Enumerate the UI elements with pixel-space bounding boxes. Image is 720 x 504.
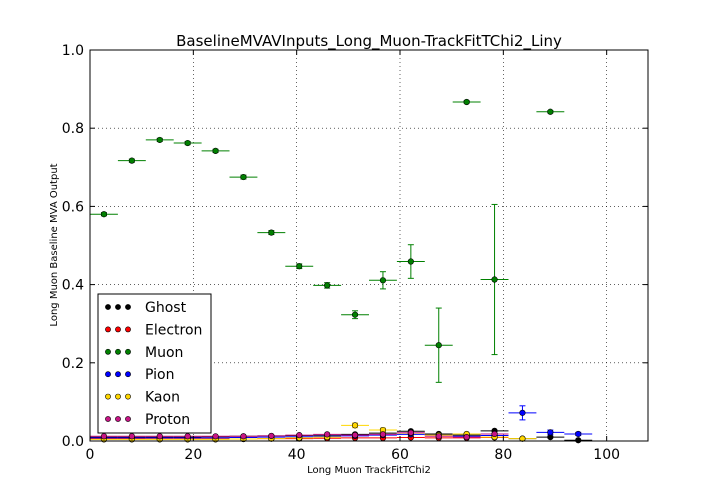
legend-marker-electron <box>115 326 121 333</box>
muon-point <box>324 282 331 289</box>
muon-point <box>435 342 442 349</box>
legend-marker-pion <box>105 371 111 378</box>
muon-point <box>184 139 191 147</box>
legend-marker-proton <box>125 416 131 422</box>
x-tick-label: 20 <box>184 447 202 463</box>
chart-title: BaselineMVAVInputs_Long_Muon-TrackFitTCh… <box>176 32 562 51</box>
legend-label-kaon: Kaon <box>145 390 180 406</box>
y-axis-label: Long Muon Baseline MVA Output <box>49 163 60 326</box>
pion-point <box>519 409 526 416</box>
legend-label-electron: Electron <box>145 322 202 338</box>
proton-point <box>100 433 108 440</box>
muon-point <box>547 108 554 115</box>
x-tick-label: 0 <box>86 447 95 463</box>
plot-frame <box>89 49 649 442</box>
legend: Ghost Electron Muon Pion Kaon Proton <box>97 293 212 434</box>
legend-label-pion: Pion <box>145 367 174 383</box>
pion-point <box>547 429 554 436</box>
x-tick-label: 100 <box>593 447 620 463</box>
legend-label-proton: Proton <box>145 412 190 428</box>
muon-point <box>463 98 470 106</box>
ghost-point <box>575 437 582 444</box>
muon-point <box>351 311 359 318</box>
legend-box <box>97 293 212 434</box>
x-tick-label: 60 <box>391 447 409 463</box>
legend-marker-proton <box>105 416 111 422</box>
y-tick-label: 0.6 <box>62 199 84 215</box>
y-tick-label: 0.0 <box>62 434 84 450</box>
series-muon <box>90 98 565 383</box>
legend-marker-pion <box>125 371 131 378</box>
x-tick-label: 40 <box>288 447 306 463</box>
proton-point <box>463 433 470 441</box>
proton-point <box>156 433 163 440</box>
muon-point <box>240 173 247 181</box>
legend-marker-ghost <box>125 304 131 310</box>
proton-point <box>379 431 387 438</box>
y-tick-label: 0.2 <box>62 356 84 372</box>
proton-point <box>351 432 359 439</box>
proton-point <box>435 433 442 440</box>
proton-point <box>128 433 135 440</box>
muon-point <box>296 263 303 270</box>
proton-point <box>296 432 303 439</box>
axis-ticks: 0 20 40 60 80 100 0.0 0.2 0.4 0.6 0.8 1.0 <box>62 43 648 463</box>
legend-marker-ghost <box>105 304 111 310</box>
y-tick-label: 1.0 <box>62 43 84 59</box>
muon-point <box>268 229 275 236</box>
legend-marker-pion <box>115 371 121 378</box>
muon-point <box>156 136 163 144</box>
legend-label-muon: Muon <box>145 345 183 361</box>
muon-point <box>407 258 414 265</box>
legend-marker-kaon <box>125 393 131 400</box>
legend-marker-electron <box>105 326 111 333</box>
kaon-point <box>351 422 359 429</box>
series-proton <box>90 429 509 441</box>
legend-marker-proton <box>115 416 121 422</box>
legend-marker-muon <box>115 348 121 355</box>
data-marks <box>90 98 593 444</box>
legend-marker-muon <box>105 348 111 355</box>
muon-point <box>491 276 498 283</box>
proton-point <box>184 433 191 440</box>
muon-point <box>212 147 219 154</box>
proton-point <box>324 431 331 438</box>
muon-point <box>128 157 135 164</box>
proton-point <box>212 433 219 440</box>
proton-point <box>268 432 275 440</box>
proton-point <box>240 433 247 440</box>
muon-point <box>100 211 108 218</box>
legend-marker-kaon <box>115 393 121 400</box>
muon-point <box>379 277 387 284</box>
y-tick-label: 0.4 <box>62 278 84 294</box>
pion-point <box>575 430 582 438</box>
legend-marker-muon <box>125 348 131 355</box>
legend-label-ghost: Ghost <box>145 300 187 316</box>
x-axis-label: Long Muon TrackFitTChi2 <box>307 465 431 476</box>
legend-marker-ghost <box>115 304 121 310</box>
proton-point <box>407 429 414 436</box>
proton-point <box>491 430 498 438</box>
legend-marker-kaon <box>105 393 111 400</box>
y-tick-label: 0.8 <box>62 121 84 137</box>
x-tick-label: 80 <box>494 447 512 463</box>
legend-marker-electron <box>125 326 131 333</box>
